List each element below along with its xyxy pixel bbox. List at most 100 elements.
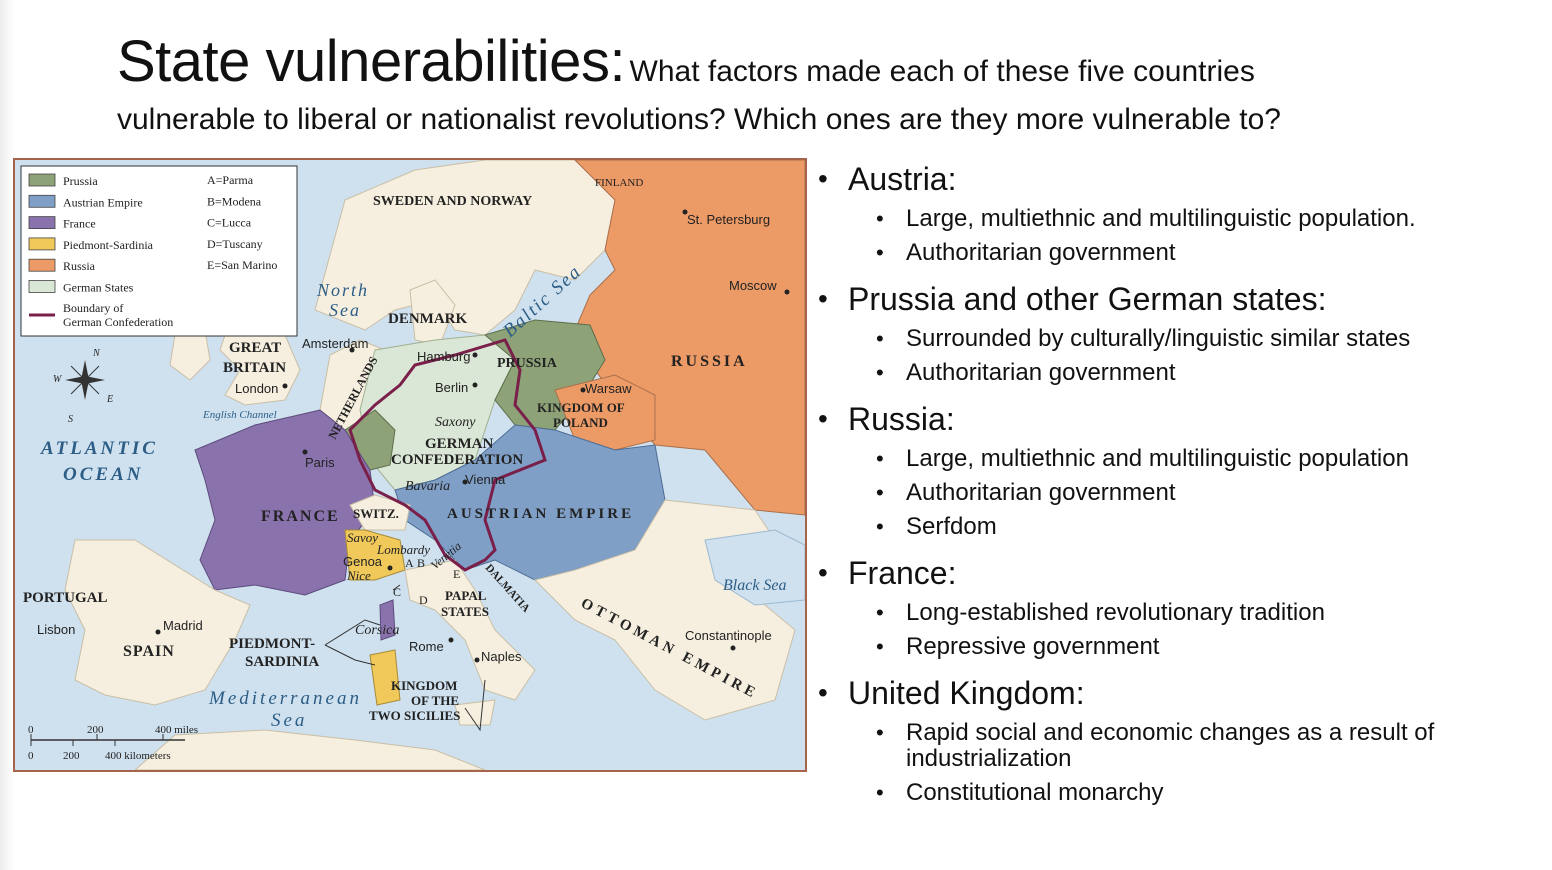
label-key-b: B <box>417 556 425 570</box>
bullet-group: France: Long-established revolutionary tr… <box>818 554 1538 660</box>
map-legend: Prussia Austrian Empire France Piedmont-Sar… <box>20 165 298 337</box>
label-finland: FINLAND <box>595 177 643 189</box>
label-german: GERMAN <box>425 436 493 452</box>
label-key-d: D <box>419 593 428 607</box>
label-ocean: OCEAN <box>63 464 143 485</box>
legend-label: Austrian Empire <box>63 195 143 209</box>
label-kingdom-of-poland-1: KINGDOM OF <box>537 400 625 415</box>
legend-swatch <box>28 194 56 208</box>
italy-peninsula-land <box>404 559 536 701</box>
label-lombardy: Lombardy <box>376 542 430 557</box>
compass-n: N <box>92 348 101 359</box>
bullet-list: Austria: Large, multiethnic and multiling… <box>818 160 1538 820</box>
legend-swatch <box>28 280 56 293</box>
legend-swatch <box>28 216 56 229</box>
label-warsaw: Warsaw <box>585 381 632 396</box>
scale-miles-400: 400 miles <box>155 724 198 736</box>
bullet-subitem: Authoritarian government <box>818 480 1538 507</box>
label-mediterranean-sea: Sea <box>271 710 307 731</box>
bullet-subitem: Large, multiethnic and multilinguistic p… <box>818 206 1538 233</box>
label-key-a: A <box>405 556 414 570</box>
bullet-heading: Austria: <box>818 160 1538 198</box>
legend-label: Piedmont-Sardinia <box>63 238 154 252</box>
legend-key: A=Parma <box>207 173 254 187</box>
bullet-heading: Prussia and other German states: <box>818 280 1538 318</box>
label-russia: RUSSIA <box>671 353 748 370</box>
label-mediterranean: Mediterranean <box>208 688 362 709</box>
bullet-subitem: Surrounded by culturally/linguistic simi… <box>818 326 1538 353</box>
bullet-group: United Kingdom: Rapid social and economic… <box>818 674 1538 806</box>
denmark-land <box>409 279 456 346</box>
label-britain: BRITAIN <box>223 360 286 376</box>
label-sweden-norway: SWEDEN AND NORWAY <box>373 194 532 209</box>
compass-e: E <box>106 394 113 405</box>
label-nice: Nice <box>346 568 371 583</box>
map-svg: Prussia Austrian Empire France Piedmont-Sar… <box>15 160 805 770</box>
label-rome: Rome <box>409 639 444 654</box>
label-france: FRANCE <box>261 508 340 525</box>
legend-key: E=San Marino <box>207 258 277 272</box>
label-constantinople: Constantinople <box>685 628 772 643</box>
label-kingdom: KINGDOM <box>391 678 457 693</box>
sardinia-island <box>369 649 401 706</box>
label-genoa: Genoa <box>343 554 383 569</box>
switzerland-land <box>349 494 411 531</box>
legend-label: Prussia <box>63 174 98 188</box>
label-spain: SPAIN <box>123 643 175 660</box>
scale-km-200: 200 <box>63 750 80 762</box>
label-saxony: Saxony <box>435 415 476 430</box>
bullet-heading: United Kingdom: <box>818 674 1538 712</box>
bullet-group: Austria: Large, multiethnic and multiling… <box>818 160 1538 266</box>
iberia-land <box>64 539 251 706</box>
legend-swatch <box>28 173 56 187</box>
label-black-sea: Black Sea <box>723 577 787 594</box>
label-confederation: CONFEDERATION <box>391 452 523 468</box>
legend-swatch <box>28 258 56 272</box>
scale-km-400: 400 kilometers <box>105 750 171 762</box>
label-savoy: Savoy <box>347 530 378 545</box>
legend-key: B=Modena <box>207 194 262 208</box>
label-st-petersburg: St. Petersburg <box>687 212 770 227</box>
legend-swatch <box>28 237 56 251</box>
label-paris: Paris <box>305 455 335 470</box>
bullet-heading: Russia: <box>818 400 1538 438</box>
europe-map: Prussia Austrian Empire France Piedmont-Sar… <box>13 158 807 772</box>
legend-label: France <box>63 217 96 231</box>
left-edge-shade <box>0 0 14 870</box>
corsica-island <box>379 599 396 641</box>
scale-km-0: 0 <box>28 750 34 762</box>
label-two-sicilies: TWO SICILIES <box>369 708 460 723</box>
label-english-channel: English Channel <box>202 409 277 421</box>
compass-rose-icon: N S E W <box>53 348 113 425</box>
north-africa-land <box>134 729 486 770</box>
label-piedmont: PIEDMONT- <box>229 636 315 652</box>
label-switz: SWITZ. <box>353 506 399 521</box>
title-sub-line2: vulnerable to liberal or nationalist rev… <box>117 103 1281 136</box>
label-berlin: Berlin <box>435 380 468 395</box>
legend-key: D=Tuscany <box>207 237 263 251</box>
bullet-subitem: Serfdom <box>818 514 1538 541</box>
label-madrid: Madrid <box>163 618 203 633</box>
label-prussia: PRUSSIA <box>497 356 558 371</box>
label-london: London <box>235 381 278 396</box>
bullet-group: Prussia and other German states: Surround… <box>818 280 1538 386</box>
legend-boundary-line1: Boundary of <box>63 301 123 315</box>
france-region <box>194 409 376 596</box>
label-amsterdam: Amsterdam <box>302 336 368 351</box>
title-sub-line1: What factors made each of these five cou… <box>629 55 1255 88</box>
slide-title: State vulnerabilities: What factors made… <box>117 28 1527 142</box>
label-portugal: PORTUGAL <box>23 590 107 606</box>
label-kingdom-of-poland-2: POLAND <box>553 415 608 430</box>
scale-miles-200: 200 <box>87 724 104 736</box>
leader-lines <box>324 584 486 732</box>
label-great: GREAT <box>229 340 281 356</box>
legend-box <box>20 165 298 337</box>
label-hamburg: Hamburg <box>417 349 470 364</box>
compass-w: W <box>53 374 63 385</box>
city-dots <box>155 209 790 663</box>
label-corsica: Corsica <box>355 623 399 638</box>
label-vienna: Vienna <box>465 472 506 487</box>
sicily-land <box>454 699 496 726</box>
label-sardinia: SARDINIA <box>245 654 319 670</box>
title-main: State vulnerabilities: <box>117 29 626 94</box>
